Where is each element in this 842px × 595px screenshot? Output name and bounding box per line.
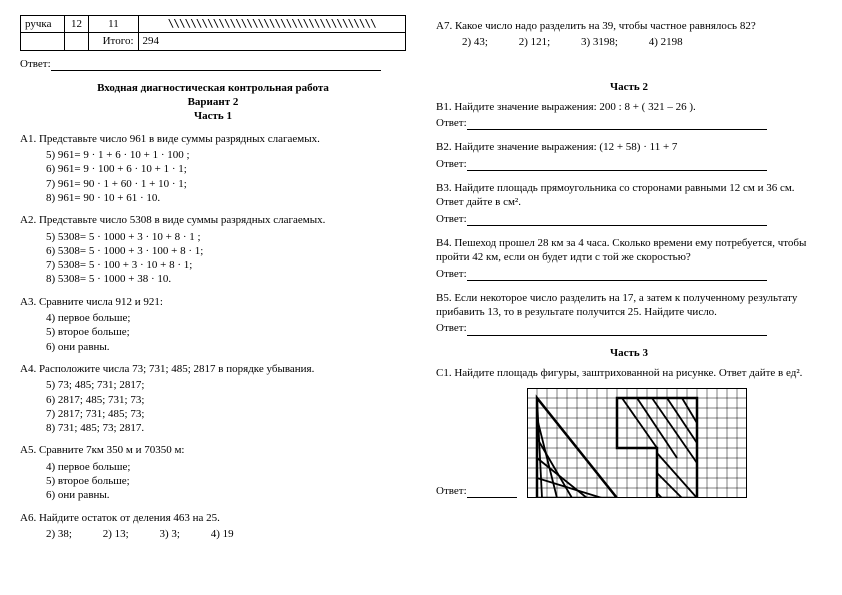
option: 2) 13; — [103, 527, 129, 541]
task-text: В2. Найдите значение выражения: (12 + 58… — [436, 140, 822, 154]
title-block: Входная диагностическая контрольная рабо… — [20, 81, 406, 124]
blank-line — [467, 325, 767, 336]
option: 8) 731; 485; 73; 2817. — [46, 421, 406, 435]
option: 2) 43; — [462, 35, 488, 49]
blank-line — [467, 487, 517, 498]
summary-table: ручка 12 11 \\\\\\\\\\\\\\\\\\\\\\\\\\\\… — [20, 15, 406, 51]
cell: 12 — [64, 16, 89, 33]
option: 6) 961= 9 · 100 + 6 · 10 + 1 · 1; — [46, 162, 406, 176]
option: 6) 2817; 485; 731; 73; — [46, 393, 406, 407]
task-text: В5. Если некоторое число разделить на 17… — [436, 291, 822, 320]
option: 8) 5308= 5 · 1000 + 38 · 10. — [46, 272, 406, 286]
task-head: А2. Представьте число 5308 в виде суммы … — [20, 213, 406, 227]
option: 5) 5308= 5 · 1000 + 3 · 10 + 8 · 1 ; — [46, 230, 406, 244]
option: 2) 121; — [519, 35, 550, 49]
part1-title: Часть 1 — [20, 109, 406, 123]
task-a7: А7. Какое число надо разделить на 39, чт… — [436, 19, 822, 50]
task-head: А7. Какое число надо разделить на 39, чт… — [436, 19, 822, 33]
option: 4) 19 — [211, 527, 234, 541]
answer-label: Ответ: — [436, 268, 467, 280]
task-a1: А1. Представьте число 961 в виде суммы р… — [20, 132, 406, 205]
option: 5) второе больше; — [46, 474, 406, 488]
blank-line — [51, 60, 381, 71]
task-a4: А4. Расположите числа 73; 731; 485; 2817… — [20, 362, 406, 435]
answer-label: Ответ: — [436, 117, 467, 129]
cell: 294 — [138, 33, 406, 50]
task-b3: В3. Найдите площадь прямоугольника со ст… — [436, 181, 822, 226]
option: 3) 3198; — [581, 35, 618, 49]
task-a6: А6. Найдите остаток от деления 463 на 25… — [20, 511, 406, 542]
right-column: А7. Какое число надо разделить на 39, чт… — [436, 15, 822, 580]
cell: ручка — [21, 16, 65, 33]
task-head: А6. Найдите остаток от деления 463 на 25… — [20, 511, 406, 525]
part3-title: Часть 3 — [436, 346, 822, 360]
option: 4) первое больше; — [46, 311, 406, 325]
cell-hatched: \\\\\\\\\\\\\\\\\\\\\\\\\\\\\\\\\\\\\ — [138, 16, 406, 33]
cell: Итого: — [89, 33, 138, 50]
option: 8) 961= 90 · 10 + 61 · 10. — [46, 191, 406, 205]
option: 5) второе больше; — [46, 325, 406, 339]
option: 7) 2817; 731; 485; 73; — [46, 407, 406, 421]
blank-line — [467, 119, 767, 130]
answer-label: Ответ: — [436, 158, 467, 170]
task-text: В1. Найдите значение выражения: 200 : 8 … — [436, 100, 822, 114]
task-a2: А2. Представьте число 5308 в виде суммы … — [20, 213, 406, 286]
table-row: ручка 12 11 \\\\\\\\\\\\\\\\\\\\\\\\\\\\… — [21, 16, 406, 33]
task-head: А4. Расположите числа 73; 731; 485; 2817… — [20, 362, 406, 376]
task-head: А1. Представьте число 961 в виде суммы р… — [20, 132, 406, 146]
grid-figure — [527, 388, 747, 498]
option: 3) 3; — [159, 527, 179, 541]
option: 6) 5308= 5 · 1000 + 3 · 100 + 8 · 1; — [46, 244, 406, 258]
option: 6) они равны. — [46, 488, 406, 502]
main-title: Входная диагностическая контрольная рабо… — [20, 81, 406, 95]
answer-label: Ответ: — [436, 485, 467, 497]
task-text: В4. Пешеход прошел 28 км за 4 часа. Скол… — [436, 236, 822, 265]
option: 6) они равны. — [46, 340, 406, 354]
option: 5) 961= 9 · 1 + 6 · 10 + 1 · 100 ; — [46, 148, 406, 162]
option: 7) 961= 90 · 1 + 60 · 1 + 10 · 1; — [46, 177, 406, 191]
task-b2: В2. Найдите значение выражения: (12 + 58… — [436, 140, 822, 171]
task-a3: А3. Сравните числа 912 и 921: 4) первое … — [20, 295, 406, 354]
task-b1: В1. Найдите значение выражения: 200 : 8 … — [436, 100, 822, 131]
option: 5) 73; 485; 731; 2817; — [46, 378, 406, 392]
blank-line — [467, 215, 767, 226]
variant-title: Вариант 2 — [20, 95, 406, 109]
left-column: ручка 12 11 \\\\\\\\\\\\\\\\\\\\\\\\\\\\… — [20, 15, 406, 580]
option: 4) первое больше; — [46, 460, 406, 474]
option: 2) 38; — [46, 527, 72, 541]
answer-label: Ответ: — [20, 58, 51, 70]
task-b4: В4. Пешеход прошел 28 км за 4 часа. Скол… — [436, 236, 822, 281]
task-a5: А5. Сравните 7км 350 м и 70350 м: 4) пер… — [20, 443, 406, 502]
option: 4) 2198 — [649, 35, 683, 49]
answer-line: Ответ: — [20, 57, 406, 71]
answer-label: Ответ: — [436, 322, 467, 334]
task-c1: С1. Найдите площадь фигуры, заштрихованн… — [436, 366, 822, 498]
task-text: С1. Найдите площадь фигуры, заштрихованн… — [436, 366, 822, 380]
cell — [21, 33, 65, 50]
answer-label: Ответ: — [436, 213, 467, 225]
blank-line — [467, 160, 767, 171]
part2-title: Часть 2 — [436, 80, 822, 94]
task-b5: В5. Если некоторое число разделить на 17… — [436, 291, 822, 336]
table-row: Итого: 294 — [21, 33, 406, 50]
blank-line — [467, 270, 767, 281]
cell — [64, 33, 89, 50]
cell: 11 — [89, 16, 138, 33]
task-text: В3. Найдите площадь прямоугольника со ст… — [436, 181, 822, 210]
task-head: А3. Сравните числа 912 и 921: — [20, 295, 406, 309]
task-head: А5. Сравните 7км 350 м и 70350 м: — [20, 443, 406, 457]
option: 7) 5308= 5 · 100 + 3 · 10 + 8 · 1; — [46, 258, 406, 272]
